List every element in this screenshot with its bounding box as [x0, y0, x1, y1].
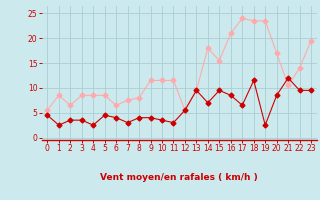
X-axis label: Vent moyen/en rafales ( km/h ): Vent moyen/en rafales ( km/h )	[100, 173, 258, 182]
